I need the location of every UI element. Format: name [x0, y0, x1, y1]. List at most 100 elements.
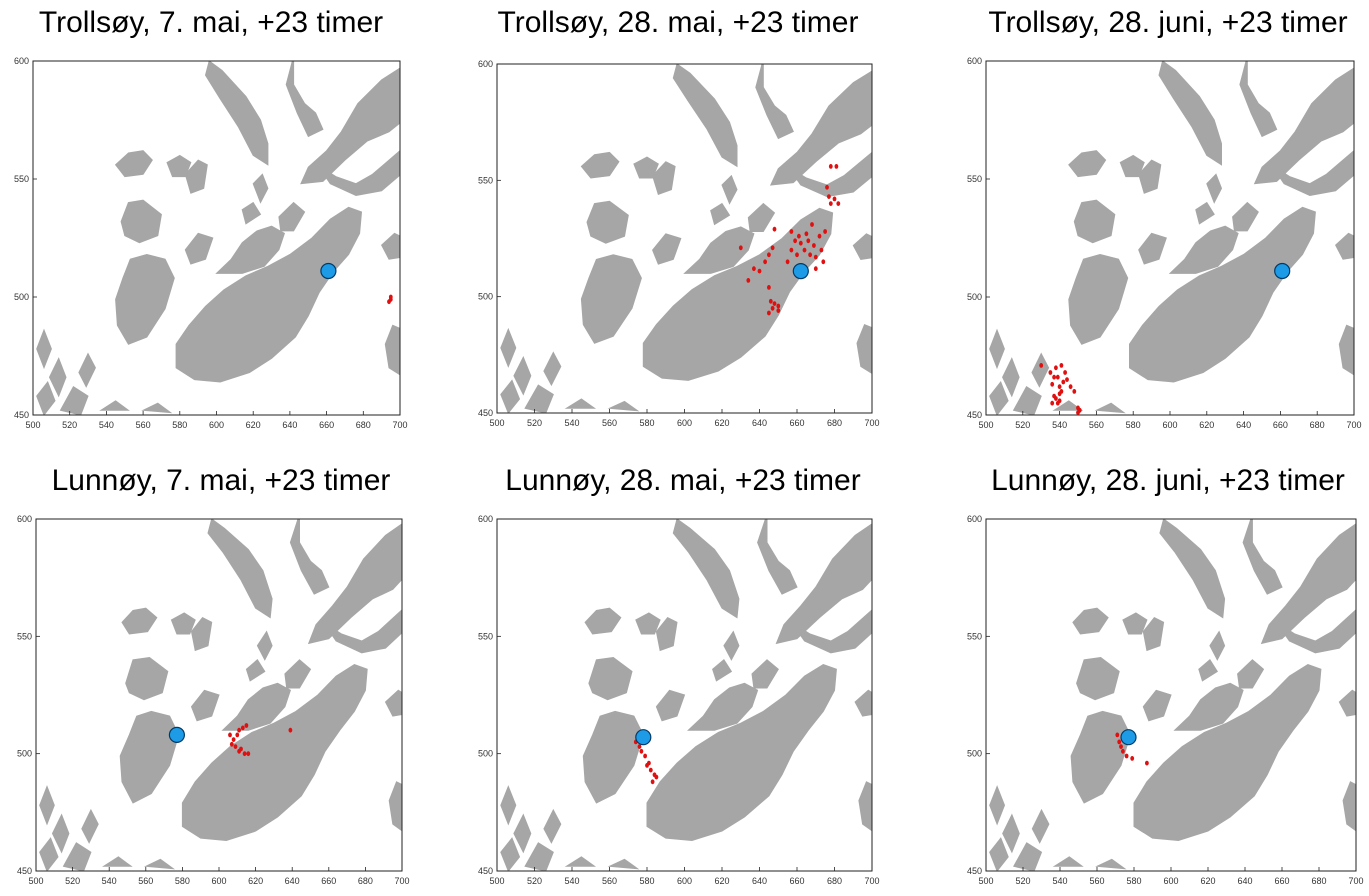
land-mask [221, 682, 292, 731]
particle-marker [1063, 370, 1067, 375]
map-panel-1: Trollsøy, 7. mai, +23 timer 500 520 540 560… [0, 0, 456, 448]
particle-marker [823, 229, 827, 234]
land-mask [582, 710, 644, 804]
land-mask [1342, 781, 1356, 832]
land-mask [1173, 682, 1244, 731]
particle-marker [242, 751, 247, 757]
particle-marker [1124, 753, 1129, 759]
particle-marker [648, 767, 653, 773]
land-mask [586, 200, 629, 244]
particle-marker [757, 268, 762, 274]
x-tick-label: 640 [285, 876, 300, 886]
land-layer [989, 61, 1354, 415]
panel-title: Lunnøy, 28. mai, +23 timer [505, 464, 861, 497]
x-tick-label: 680 [827, 418, 842, 428]
land-mask [1195, 201, 1215, 225]
particle-marker [827, 194, 831, 200]
land-mask [543, 808, 562, 844]
land-mask [580, 254, 642, 344]
land-mask [1232, 201, 1259, 232]
x-tick-label: 520 [1015, 420, 1030, 430]
land-mask [580, 151, 620, 179]
land-mask [858, 781, 872, 832]
particle-marker [772, 226, 777, 232]
land-mask [500, 379, 521, 413]
particle-marker [240, 725, 245, 731]
particle-marker [832, 196, 837, 202]
x-tick-label: 540 [1052, 420, 1067, 430]
map-plot[interactable]: 500 520 540 560 580 600 620 640 660 680 7004505005… [912, 0, 1369, 448]
land-mask [1138, 232, 1167, 265]
land-mask [1133, 663, 1322, 842]
land-mask [207, 519, 273, 619]
y-tick-label: 500 [478, 292, 493, 302]
y-tick-label: 550 [967, 174, 982, 184]
particle-marker [643, 753, 647, 759]
particle-marker [797, 233, 801, 239]
y-tick-label: 550 [17, 631, 32, 641]
particle-marker [768, 298, 773, 304]
release-point-marker [1274, 262, 1291, 280]
x-tick-label: 560 [602, 418, 617, 428]
x-tick-label: 680 [356, 420, 371, 430]
x-tick-label: 500 [28, 876, 43, 886]
map-plot[interactable]: 500 520 540 560 580 600 620 640 660 680 7004505005… [0, 0, 456, 448]
y-tick-label: 600 [478, 514, 493, 524]
particle-marker [767, 285, 771, 290]
x-tick-label: 600 [211, 876, 226, 886]
x-tick-label: 560 [138, 876, 153, 886]
land-mask [166, 154, 192, 178]
particle-marker [804, 231, 809, 237]
x-tick-label: 620 [714, 876, 729, 886]
particle-layer [387, 294, 393, 305]
x-tick-label: 660 [789, 876, 804, 886]
land-mask [989, 785, 1006, 826]
particle-marker [789, 229, 794, 234]
land-mask [1338, 324, 1354, 376]
particle-marker [654, 774, 659, 780]
land-mask [190, 616, 213, 652]
x-tick-label: 580 [175, 876, 190, 886]
land-mask [1198, 659, 1218, 682]
land-mask [1068, 150, 1107, 178]
land-mask [1072, 607, 1109, 635]
land-mask [307, 523, 402, 645]
land-mask [500, 837, 521, 871]
particle-marker [776, 303, 781, 309]
y-tick-label: 500 [478, 749, 493, 759]
particle-marker [1057, 384, 1062, 390]
particle-marker [828, 164, 833, 169]
land-mask [181, 663, 368, 842]
land-mask [322, 609, 402, 654]
x-tick-label: 660 [321, 876, 336, 886]
x-tick-label: 500 [489, 876, 504, 886]
land-mask [1031, 352, 1050, 388]
x-tick-label: 540 [564, 418, 579, 428]
map-plot[interactable]: 500 520 540 560 580 600 620 640 660 680 7004505005… [456, 0, 912, 448]
particle-marker [639, 748, 644, 754]
x-tick-label: 580 [639, 418, 654, 428]
particle-marker [808, 252, 812, 258]
particle-marker [825, 184, 829, 190]
land-mask [388, 781, 402, 832]
y-tick-label: 500 [14, 292, 29, 302]
particle-marker [1145, 760, 1149, 766]
land-mask [121, 607, 158, 635]
map-plot[interactable]: 500 520 540 560 580 600 620 640 660 680 7004505005… [456, 448, 912, 896]
y-tick-label: 450 [967, 866, 982, 876]
x-tick-label: 520 [527, 418, 542, 428]
land-mask [747, 202, 776, 232]
x-tick-label: 640 [1236, 420, 1251, 430]
land-mask [62, 842, 92, 871]
particle-marker [1048, 370, 1053, 375]
map-plot[interactable]: 500 520 540 560 580 600 620 640 660 680 7004505005… [912, 448, 1369, 896]
particle-marker [1121, 748, 1125, 754]
particle-marker [650, 779, 655, 785]
map-plot[interactable]: 500 520 540 560 580 600 620 640 660 680 7004505005… [0, 448, 456, 896]
land-mask [1260, 523, 1356, 645]
particle-marker [817, 233, 822, 239]
land-mask [1119, 154, 1145, 178]
land-mask [215, 225, 286, 274]
land-mask [245, 659, 266, 682]
x-tick-label: 700 [1348, 876, 1363, 886]
